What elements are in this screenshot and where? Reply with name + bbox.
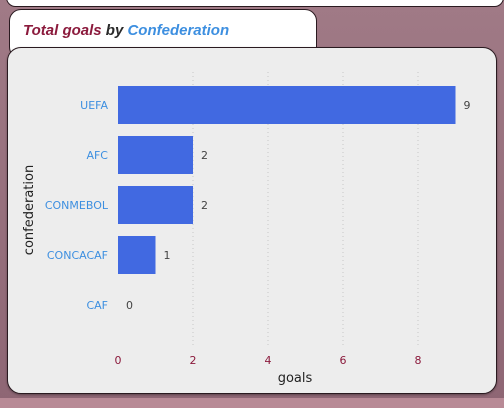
bar-chart: UEFA AFC CONMEBOL CONCACAF CAF 9 2 2 1 0 0 2 4 6 8 g… bbox=[22, 72, 471, 386]
bar[interactable] bbox=[118, 136, 193, 174]
title-part-1: Total goals bbox=[23, 22, 102, 39]
title-part-3: Confederation bbox=[127, 22, 230, 39]
category-label: CONCACAF bbox=[47, 249, 108, 262]
chart-title: Total goals by Confederation bbox=[23, 22, 229, 39]
data-labels: 9 2 2 1 0 bbox=[126, 99, 471, 312]
category-label: UEFA bbox=[80, 99, 108, 112]
x-tick-labels: 0 2 4 6 8 bbox=[115, 354, 422, 367]
category-label: CAF bbox=[86, 299, 108, 312]
bar[interactable] bbox=[118, 86, 456, 124]
data-label: 1 bbox=[164, 249, 171, 262]
chart-card: UEFA AFC CONMEBOL CONCACAF CAF 9 2 2 1 0 0 2 4 6 8 g… bbox=[7, 47, 497, 394]
bar[interactable] bbox=[118, 236, 156, 274]
data-label: 2 bbox=[201, 149, 208, 162]
bars bbox=[118, 86, 456, 274]
category-labels: UEFA AFC CONMEBOL CONCACAF CAF bbox=[45, 99, 109, 312]
bar[interactable] bbox=[118, 186, 193, 224]
top-card bbox=[6, 0, 504, 7]
x-tick-label: 8 bbox=[415, 354, 422, 367]
category-label: CONMEBOL bbox=[45, 199, 109, 212]
y-axis-title: confederation bbox=[22, 165, 37, 255]
data-label: 2 bbox=[201, 199, 208, 212]
x-tick-label: 4 bbox=[265, 354, 272, 367]
bottom-strip bbox=[0, 398, 504, 408]
x-tick-label: 0 bbox=[115, 354, 122, 367]
data-label: 9 bbox=[464, 99, 471, 112]
category-label: AFC bbox=[86, 149, 108, 162]
x-axis-title: goals bbox=[278, 371, 313, 386]
x-tick-label: 2 bbox=[190, 354, 197, 367]
data-label: 0 bbox=[126, 299, 133, 312]
x-tick-label: 6 bbox=[340, 354, 347, 367]
title-part-2: by bbox=[101, 22, 128, 39]
